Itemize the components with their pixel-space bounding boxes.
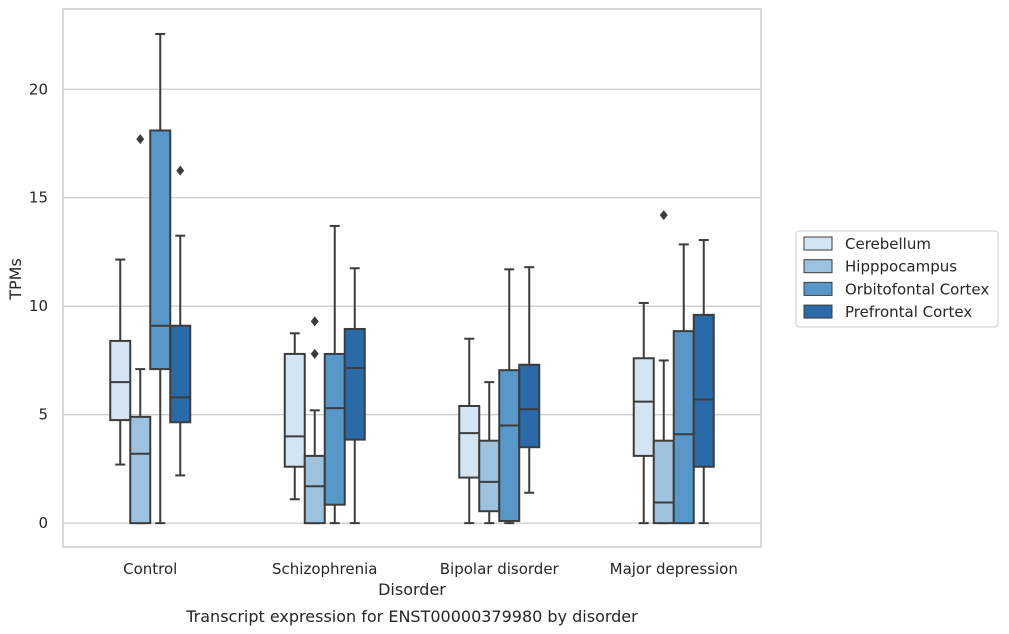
x-tick-label: Major depression bbox=[610, 560, 738, 578]
legend: Cerebellum Hipppocampus Orbitofontal Corte… bbox=[795, 230, 999, 328]
iqr-box bbox=[149, 129, 172, 371]
box-orbitofontal-cortex bbox=[149, 32, 172, 525]
x-axis-label: Disorder bbox=[378, 580, 446, 599]
legend-label: Prefrontal Cortex bbox=[845, 303, 972, 321]
iqr-box bbox=[169, 324, 192, 424]
box-cerebellum bbox=[109, 258, 132, 466]
iqr-box bbox=[478, 439, 501, 513]
box-orbitofontal-cortex bbox=[323, 224, 346, 525]
y-tick-label: 15 bbox=[29, 189, 48, 207]
iqr-box bbox=[672, 330, 695, 525]
iqr-box bbox=[458, 404, 481, 479]
x-tick-label: Bipolar disorder bbox=[440, 560, 560, 578]
y-tick-label: 5 bbox=[38, 406, 48, 424]
outlier-point bbox=[176, 165, 185, 176]
legend-label: Hipppocampus bbox=[845, 258, 957, 276]
legend-frame bbox=[795, 230, 999, 328]
iqr-box bbox=[652, 439, 675, 525]
outlier-point bbox=[310, 316, 319, 327]
figure-caption: Transcript expression for ENST0000037998… bbox=[185, 607, 638, 626]
iqr-box bbox=[323, 352, 346, 506]
x-tick-labels: Control Schizophrenia Bipolar disorder Majo… bbox=[123, 560, 738, 578]
legend-swatch bbox=[803, 259, 833, 274]
iqr-box bbox=[129, 415, 152, 525]
outlier-point bbox=[659, 210, 668, 221]
iqr-box bbox=[518, 363, 541, 449]
iqr-box bbox=[343, 327, 366, 441]
box-hipppocampus bbox=[303, 316, 326, 525]
box-orbitofontal-cortex bbox=[498, 268, 521, 525]
iqr-box bbox=[632, 357, 655, 457]
plot-area-frame bbox=[62, 8, 762, 548]
y-tick-label: 0 bbox=[38, 514, 48, 532]
box-hipppocampus bbox=[129, 134, 152, 525]
iqr-box bbox=[498, 369, 521, 522]
outlier-point bbox=[136, 134, 145, 145]
box-hipppocampus bbox=[478, 381, 501, 525]
iqr-box bbox=[303, 454, 326, 525]
legend-swatch bbox=[803, 304, 833, 319]
box-orbitofontal-cortex bbox=[672, 243, 695, 525]
legend-label: Cerebellum bbox=[845, 235, 931, 253]
box-hipppocampus bbox=[652, 210, 675, 525]
x-tick-label: Schizophrenia bbox=[272, 560, 377, 578]
box-prefrontal-cortex bbox=[169, 165, 192, 477]
y-axis-label: TPMs bbox=[6, 258, 25, 301]
box-cerebellum bbox=[632, 301, 655, 525]
y-tick-label: 20 bbox=[29, 80, 48, 98]
box-cerebellum bbox=[458, 337, 481, 525]
box-cerebellum bbox=[283, 332, 306, 501]
box-prefrontal-cortex bbox=[518, 266, 541, 494]
box-prefrontal-cortex bbox=[343, 267, 366, 525]
y-tick-labels: 0 5 10 15 20 bbox=[29, 80, 48, 532]
legend-swatch bbox=[803, 281, 833, 296]
boxes bbox=[109, 32, 715, 525]
box-prefrontal-cortex bbox=[692, 239, 715, 525]
legend-swatch bbox=[803, 236, 833, 251]
iqr-box bbox=[109, 339, 132, 422]
iqr-box bbox=[283, 352, 306, 468]
iqr-box bbox=[692, 313, 715, 468]
x-tick-label: Control bbox=[123, 560, 177, 578]
legend-label: Orbitofontal Cortex bbox=[845, 280, 989, 298]
outlier-point bbox=[310, 348, 319, 359]
y-tick-label: 10 bbox=[29, 297, 48, 315]
